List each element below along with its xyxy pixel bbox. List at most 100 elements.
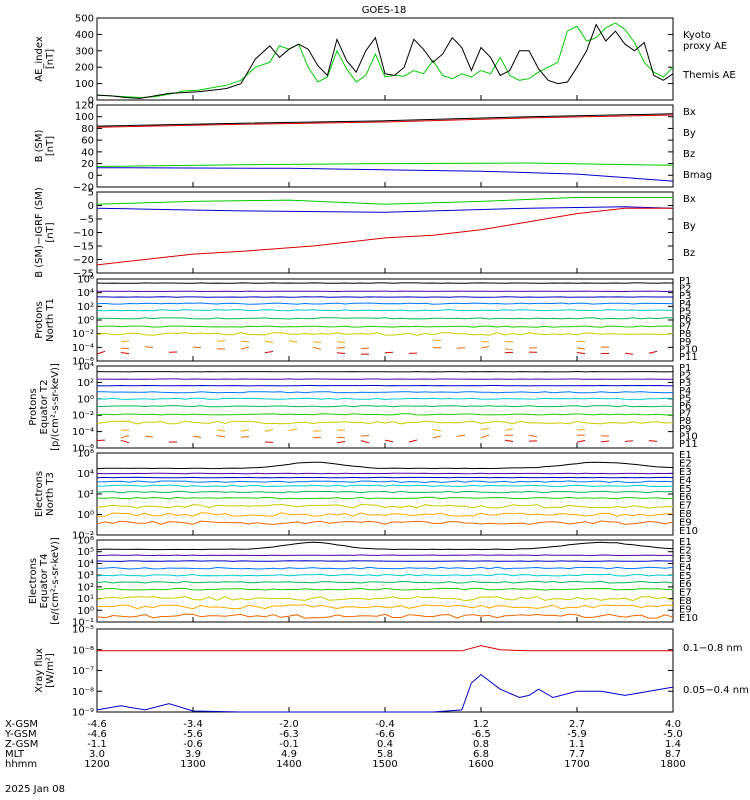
series-line [96,520,674,525]
y-tick-label: 10⁶ [77,449,94,460]
legend-label: E3 [679,554,692,565]
series-line [96,196,673,205]
legend-label: Bz [683,248,695,259]
series-line [96,23,674,99]
y-tick-label: 10⁻⁴ [72,427,94,438]
y-tick-label: 60 [81,136,94,147]
series-line [97,645,673,652]
panel-frame [96,539,674,623]
series-segment [504,428,514,431]
y-tick-label: 5 [88,188,94,199]
plot-title: GOES-18 [362,5,407,16]
y-tick-label: 500 [75,14,94,25]
series-segment [624,440,634,442]
series-segment [360,440,370,444]
series-segment [120,351,130,355]
series-line [97,325,674,328]
y-axis-label: North T3 [45,472,56,516]
series-line [96,332,674,336]
series-segment [216,435,226,438]
y-axis-label: [W/m²] [45,653,56,688]
legend-label: P11 [679,352,698,363]
series-line [96,490,674,494]
legend-label: 0.05−0.4 nm [683,685,749,696]
series-line [96,503,674,509]
legend-label: E4 [679,475,692,486]
legend-label: E6 [679,492,692,503]
series-segment [360,435,370,437]
series-segment [144,435,154,438]
series-segment [216,429,226,432]
series-segment [288,340,298,343]
series-segment [192,435,202,438]
series-segment [648,440,658,442]
legend-label: P6 [679,401,691,412]
x-tick-label: 6.8 [473,749,489,760]
x-row-label: hhmm [5,759,37,770]
y-axis-label: Xray flux [34,648,45,693]
legend-label: E1 [679,450,692,461]
series-segment [504,439,514,442]
x-tick-label: -4.6 [87,719,107,730]
series-segment [144,346,154,349]
legend-label: E2 [679,545,692,556]
x-tick-label: 4.9 [281,749,297,760]
panel-pn: 10⁶ 10⁴ 10² 10⁰ 10⁻² 10⁻⁴ 10⁻⁶ Protons North T1 P… [34,275,698,368]
legend-label: P10 [679,344,698,355]
legend-label: E2 [679,458,692,469]
series-line [96,391,674,394]
series-line [96,405,674,408]
y-tick-label: 10² [77,302,94,313]
y-tick-label: 0 [88,201,94,212]
legend-label: P11 [679,439,698,450]
x-tick-label: 1600 [468,759,493,770]
x-tick-label: 1300 [180,759,205,770]
y-tick-label: −10 [73,228,94,239]
x-tick-label: 1700 [564,759,589,770]
series-segment [408,439,418,443]
series-line [96,207,673,266]
y-tick-label: 40 [81,147,94,158]
y-tick-label: −25 [73,269,94,280]
series-segment [648,350,658,354]
y-tick-label: 10² [77,490,94,501]
x-tick-label: 5.8 [377,749,393,760]
y-tick-label: 10⁴ [77,362,94,373]
series-segment [384,439,394,443]
legend-label: P2 [679,284,691,295]
y-tick-label: 10¹ [77,594,94,605]
series-line [96,317,674,320]
legend-label: P7 [679,322,691,333]
series-line [96,484,674,488]
x-tick-label: -0.4 [375,719,395,730]
y-tick-label: 10⁴ [77,288,94,299]
x-tick-label: -2.0 [279,719,299,730]
legend-label: P5 [679,393,691,404]
y-tick-label: 10⁻⁶ [72,645,94,656]
legend-label: P2 [679,371,691,382]
series-segment [576,347,586,350]
x-row-label: Z-GSM [5,739,38,750]
legend-label: By [683,128,696,139]
legend-label: P8 [679,416,691,427]
y-tick-label: 10⁵ [77,547,94,558]
y-tick-label: 10⁴ [77,559,94,570]
series-line [96,573,674,577]
y-tick-label: 10⁶ [77,275,94,286]
x-row-label: X-GSM [5,719,38,730]
y-axis-label: [p/(cm²-s-sr-keV)] [50,363,61,451]
series-segment [528,434,538,438]
series-segment [432,428,442,432]
series-segment [480,428,490,430]
series-segment [240,346,250,350]
series-segment [120,434,130,439]
x-tick-label: -6.6 [375,729,395,740]
series-segment [120,340,130,343]
legend-label: P10 [679,431,698,442]
y-tick-label: −5 [79,215,94,226]
x-tick-label: 4.0 [665,719,681,730]
